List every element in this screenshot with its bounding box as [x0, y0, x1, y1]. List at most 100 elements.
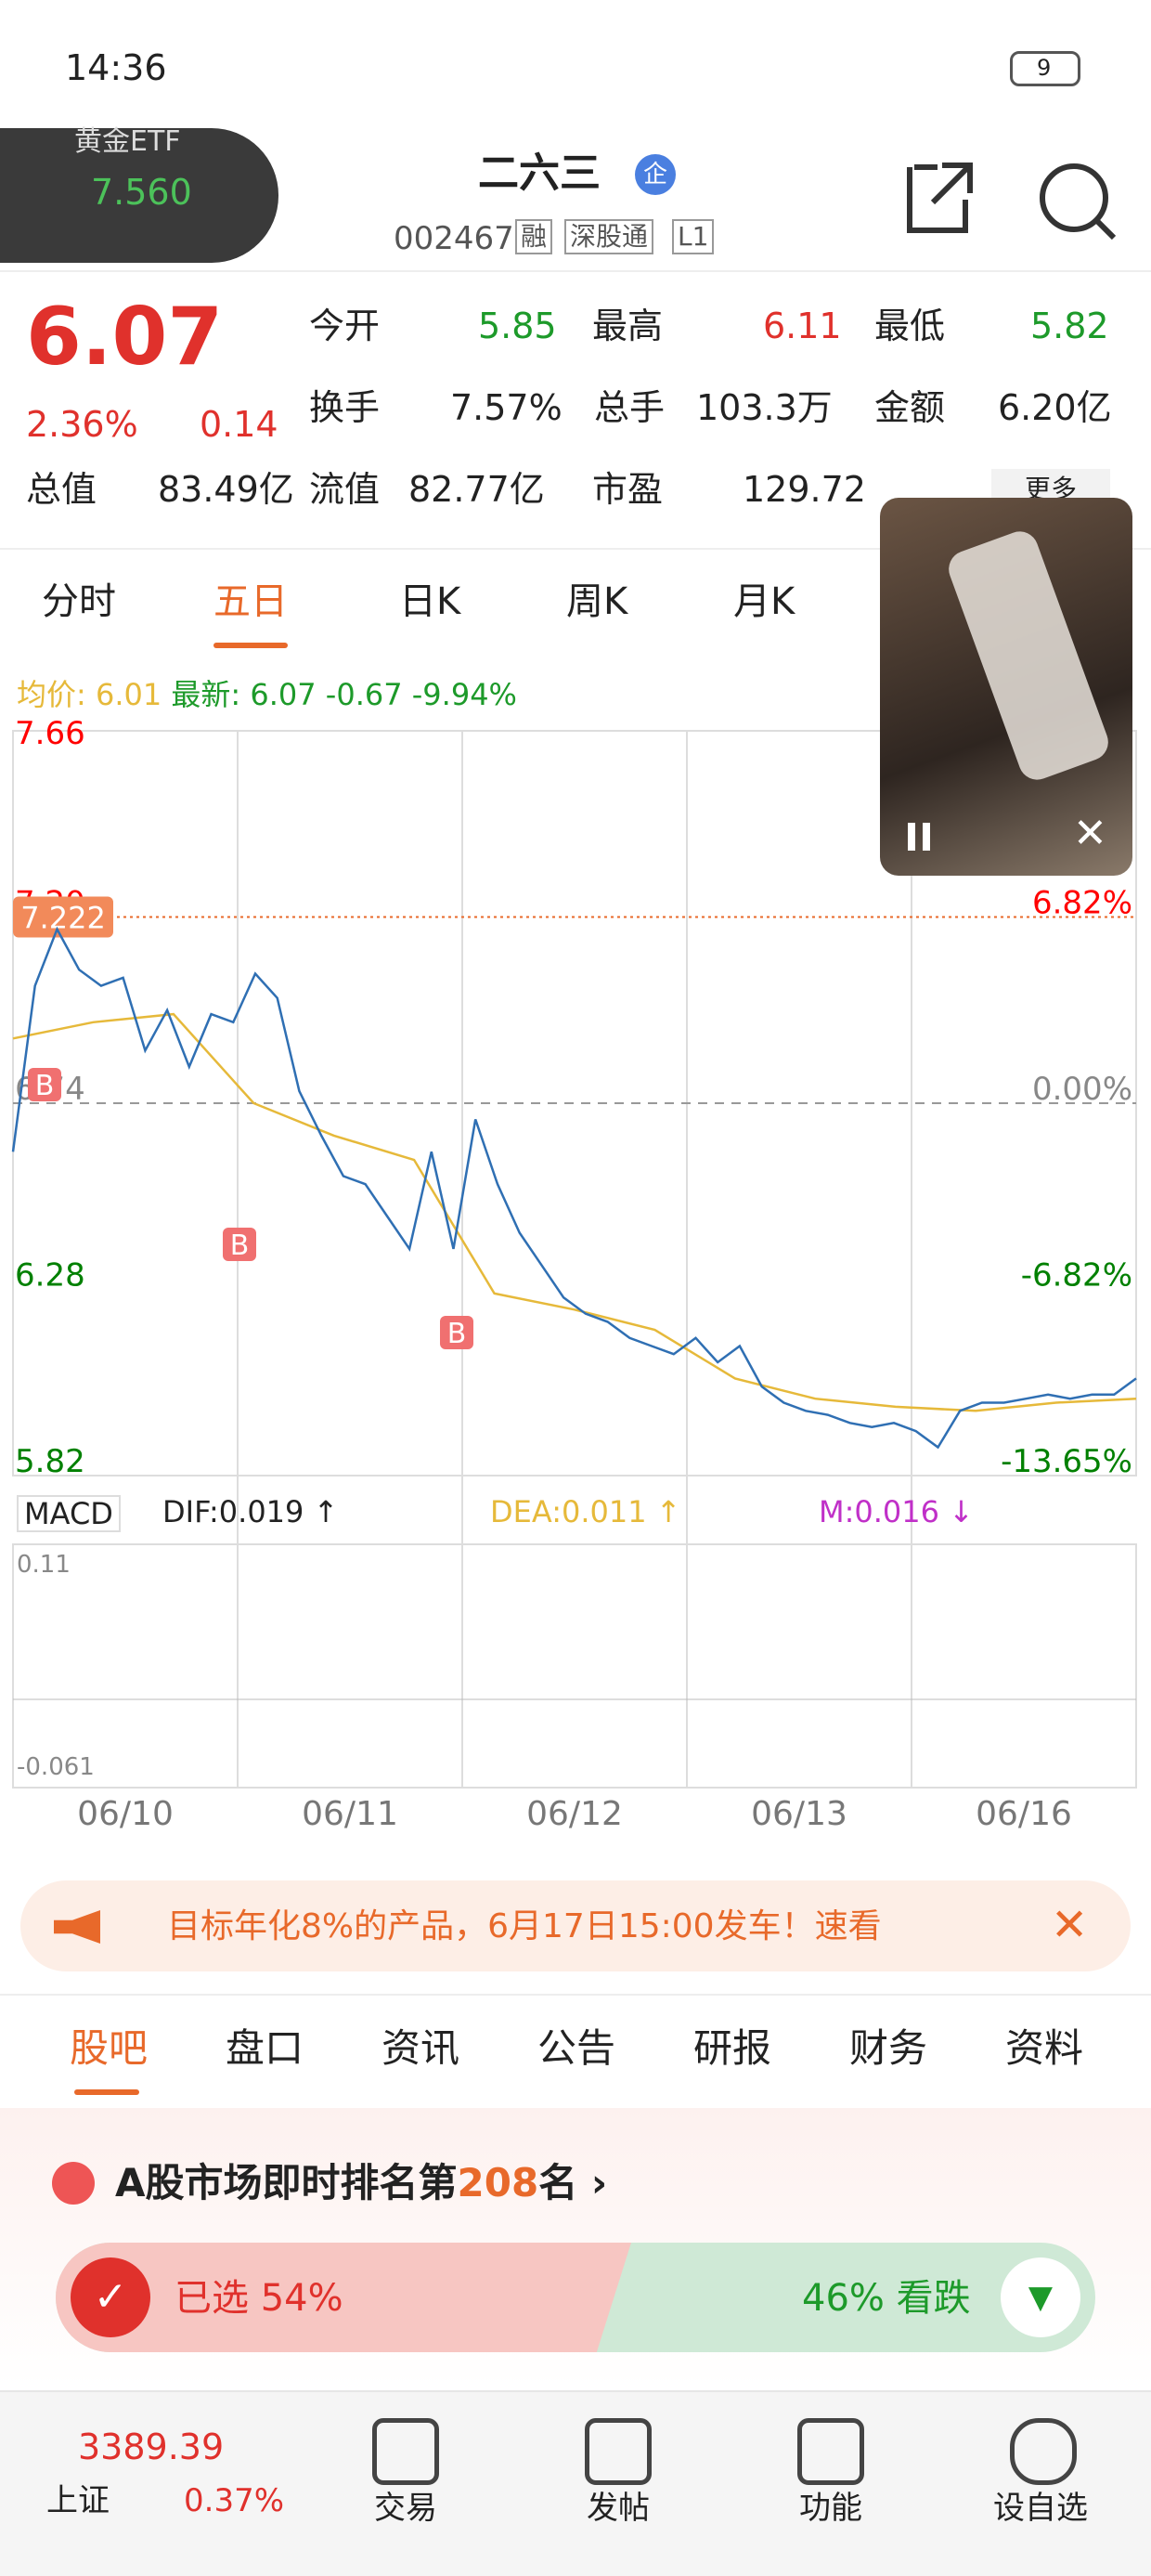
banner-text: 目标年化8%的产品，6月17日15:00发车！速看	[167, 1907, 882, 1945]
avg-line	[12, 1012, 1137, 1412]
battery: 9	[1010, 51, 1080, 86]
y-tick-label: 5.82	[15, 1443, 85, 1480]
stat-label: 流值	[309, 469, 381, 510]
x-tick-label: 06/13	[751, 1795, 847, 1833]
tab[interactable]: 分时	[42, 580, 116, 623]
vote-bar: ✓ 已选 54% 46% 看跌 ▼	[56, 2243, 1095, 2352]
stat-value: 129.72	[743, 469, 866, 510]
stat-label: 总值	[26, 469, 97, 510]
video-overlay[interactable]: ✕	[880, 498, 1132, 876]
stat-value: 6.11	[763, 306, 842, 346]
horn-icon	[54, 1910, 100, 1944]
stat-label: 今开	[309, 306, 381, 346]
banner[interactable]: 目标年化8%的产品，6月17日15:00发车！速看 ✕	[20, 1880, 1131, 1971]
nav-label[interactable]: 功能	[799, 2490, 862, 2527]
tab-underline	[74, 2089, 139, 2095]
vote-up-bar	[56, 2243, 631, 2352]
badge: 企	[635, 154, 676, 195]
stat-label: 总手	[594, 387, 666, 428]
nav-label[interactable]: 设自选	[993, 2490, 1088, 2527]
m: M:0.016 ↓	[819, 1494, 974, 1529]
macd-frame	[12, 1543, 1137, 1789]
tab[interactable]: 财务	[849, 2025, 928, 2071]
pause-button[interactable]	[908, 823, 915, 851]
stat-label: 市盈	[592, 469, 664, 510]
stat-label: 最高	[592, 306, 664, 346]
stat-value: 5.85	[478, 306, 557, 346]
buy-marker: B	[230, 1229, 250, 1262]
stock-code: 002467	[394, 220, 514, 257]
stat-value: 83.49亿	[158, 469, 294, 510]
tab[interactable]: 研报	[693, 2025, 772, 2071]
tab[interactable]: 月K	[733, 580, 795, 623]
vote-up-button[interactable]: ✓	[71, 2257, 150, 2337]
gold-overlay[interactable]: 黄金ETF 7.560	[0, 128, 278, 263]
y-tick-label: 6.28	[15, 1257, 85, 1295]
stat-label: 换手	[309, 387, 381, 428]
divider	[0, 1994, 1151, 1996]
avg-label: 均价:	[17, 677, 86, 712]
avg: 6.01	[95, 677, 162, 712]
nav-icon[interactable]	[585, 2418, 652, 2485]
tab[interactable]: 公告	[537, 2025, 616, 2071]
buy-marker: B	[447, 1318, 467, 1350]
x-tick-label: 06/11	[302, 1795, 398, 1833]
divider	[0, 548, 1151, 550]
bottom-nav: 3389.39 上证 0.37% 交易 发帖 功能 设自选	[0, 2390, 1151, 2576]
nav-icon[interactable]	[1010, 2418, 1077, 2485]
right-label: -6.82%	[1021, 1257, 1132, 1295]
macd-selector[interactable]: MACD	[17, 1495, 121, 1532]
nav-label[interactable]: 发帖	[587, 2490, 650, 2527]
rank-icon	[52, 2162, 95, 2205]
buy-marker-bg	[223, 1228, 256, 1261]
latest-label: 最新:	[171, 677, 241, 712]
x-tick-label: 06/12	[526, 1795, 623, 1833]
tab[interactable]: 股吧	[70, 2025, 149, 2071]
x-tick-label: 06/10	[77, 1795, 174, 1833]
dea: DEA:0.011 ↑	[490, 1494, 681, 1529]
tab[interactable]: 盘口	[226, 2025, 304, 2071]
price-tag-bg	[13, 896, 113, 938]
info-line: 均价: 6.01 最新: 6.07 -0.67 -9.94%	[17, 680, 517, 709]
banner-close[interactable]: ✕	[1051, 1899, 1089, 1951]
right-label: 6.82%	[1032, 885, 1132, 922]
y-tick-label: 7.66	[15, 715, 85, 752]
ranking[interactable]: A股市场即时排名第208名 ›	[115, 2160, 608, 2205]
stat-value: 5.82	[1030, 306, 1109, 346]
overlay-name: 黄金ETF	[74, 125, 181, 158]
stat-label: 最低	[874, 306, 946, 346]
vote-down-button[interactable]: ▼	[1001, 2257, 1080, 2337]
tab[interactable]: 五日	[213, 580, 288, 623]
stock-name: 二六三	[478, 150, 601, 197]
overlay-price: 7.560	[91, 172, 192, 213]
stat-value: 82.77亿	[408, 469, 545, 510]
buy-marker-bg	[28, 1068, 61, 1101]
vote-up: 已选 54%	[175, 2277, 343, 2320]
rank-prefix: A股市场即时排名第	[115, 2160, 458, 2205]
macd-top: 0.11	[17, 1551, 71, 1579]
vote-section: A股市场即时排名第208名 › ✓ 已选 54% 46% 看跌 ▼	[0, 2108, 1151, 2387]
tab[interactable]: 周K	[566, 580, 628, 623]
index-change: 0.37%	[184, 2482, 285, 2519]
macd-bottom: -0.061	[17, 1753, 95, 1781]
time: 14:36	[65, 47, 167, 88]
nav-icon[interactable]	[797, 2418, 864, 2485]
price-tag: 7.222	[20, 901, 106, 936]
price: 6.07	[26, 291, 224, 384]
stat-value: 103.3万	[696, 387, 833, 428]
change-pct: -9.94%	[411, 677, 517, 712]
x-tick-label: 06/16	[976, 1795, 1072, 1833]
tab[interactable]: 资料	[1005, 2025, 1084, 2071]
index-value[interactable]: 3389.39	[78, 2426, 225, 2467]
tab[interactable]: 资讯	[382, 2025, 460, 2071]
nav-label[interactable]: 交易	[374, 2490, 437, 2527]
vote-down: 46% 看跌	[802, 2277, 971, 2320]
battery-level: 9	[1037, 55, 1052, 81]
buy-marker: B	[35, 1070, 55, 1102]
stat-value: 6.20亿	[998, 387, 1112, 428]
tab-underline	[213, 643, 288, 648]
tab[interactable]: 日K	[399, 580, 461, 623]
nav-icon[interactable]	[372, 2418, 439, 2485]
close-button[interactable]: ✕	[1073, 810, 1107, 857]
